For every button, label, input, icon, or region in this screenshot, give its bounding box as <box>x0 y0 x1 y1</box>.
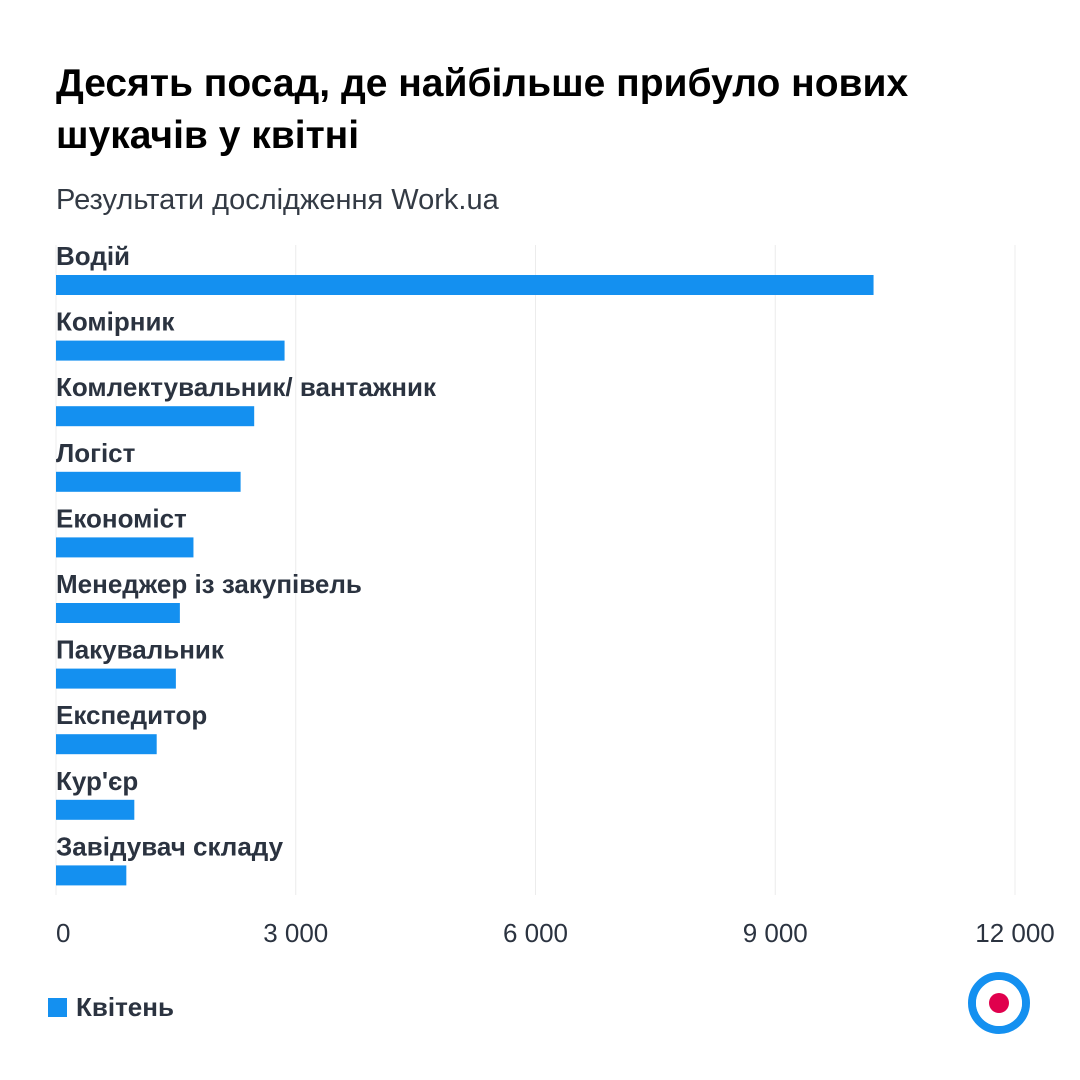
x-tick-label: 3 000 <box>263 918 328 948</box>
bar <box>56 603 180 623</box>
x-tick-label: 9 000 <box>743 918 808 948</box>
x-axis-ticks: 0 3 000 6 000 9 000 12 000 <box>56 918 1055 948</box>
category-label: Менеджер із закупівель <box>56 569 362 599</box>
bar <box>56 471 241 492</box>
category-label: Експедитор <box>56 700 207 730</box>
x-tick-label: 6 000 <box>503 918 568 948</box>
bar <box>56 734 157 755</box>
grid-lines <box>55 245 1016 895</box>
bar <box>56 799 135 820</box>
x-tick-label: 0 <box>56 918 70 948</box>
bar <box>56 668 176 689</box>
bars <box>56 275 874 886</box>
bar <box>56 340 285 361</box>
category-label: Кур'єр <box>56 766 138 796</box>
category-label: Комірник <box>56 307 175 337</box>
legend-swatch <box>48 998 67 1017</box>
category-label: Комлектувальник/ вантажник <box>56 372 437 402</box>
category-label: Завідувач складу <box>56 831 284 861</box>
bar-chart: Водій Комірник Комлектувальник/ вантажник Л… <box>55 241 1055 948</box>
bar <box>56 537 194 558</box>
chart-title: Десять посад, де найбільше прибуло нових… <box>56 62 909 157</box>
workua-target-logo-icon <box>968 972 1030 1034</box>
bar <box>56 406 255 427</box>
bar <box>56 275 874 295</box>
legend-label: Квітень <box>76 992 174 1022</box>
chart-subtitle: Результати дослідження Work.ua <box>56 184 499 216</box>
category-label: Пакувальник <box>56 635 225 665</box>
x-tick-label: 12 000 <box>975 918 1055 948</box>
category-label: Водій <box>56 241 130 271</box>
category-label: Логіст <box>56 438 136 468</box>
legend: Квітень <box>48 992 174 1023</box>
category-label: Економіст <box>56 503 187 533</box>
bar <box>56 865 127 886</box>
category-labels: Водій Комірник Комлектувальник/ вантажник Л… <box>56 241 437 861</box>
